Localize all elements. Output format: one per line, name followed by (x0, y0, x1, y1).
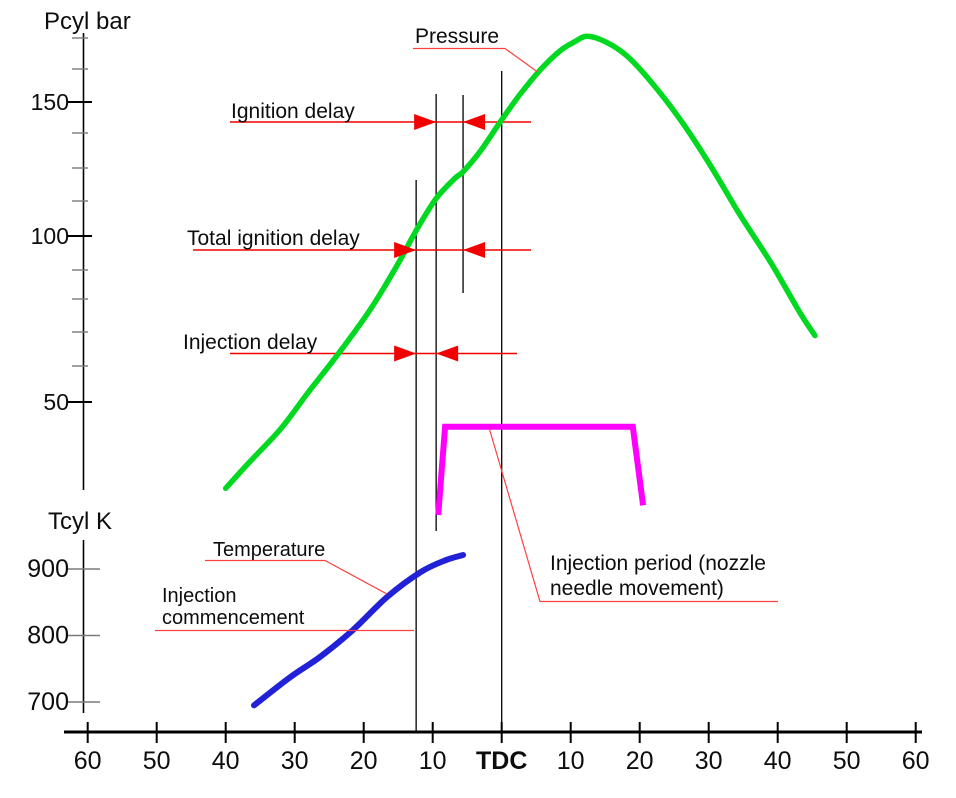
arrowhead-right-icon (394, 242, 417, 258)
x-tick-label: 10 (419, 747, 447, 775)
pressure-label: Pressure (415, 25, 499, 48)
x-tick-label: 30 (695, 747, 723, 775)
x-tick-label: 40 (764, 747, 792, 775)
x-tick-label: 50 (833, 747, 861, 775)
arrowhead-right-icon (414, 114, 437, 130)
pressure-curve (222, 33, 818, 492)
temperature-tick-label: 900 (27, 555, 69, 583)
injection-period-label-line1: Injection period (nozzle (550, 552, 766, 575)
pressure-leader-line (413, 47, 538, 72)
x-tick-label: 10 (557, 747, 585, 775)
ignition-delay-label: Ignition delay (231, 100, 355, 123)
temperature-axis-title: Tcyl K (48, 508, 112, 535)
x-tick-label: 60 (902, 747, 930, 775)
pressure-axis-title: Pcyl bar (44, 8, 131, 35)
injection-period-leader-line (488, 427, 778, 603)
temperature-tick-label: 800 (27, 622, 69, 650)
x-axis-ticks: 60 50 40 30 20 10 TDC 10 20 30 40 50 60 (74, 722, 930, 775)
injection-delay-label: Injection delay (183, 331, 318, 354)
temperature-label: Temperature (213, 539, 325, 561)
arrowhead-left-icon (436, 345, 459, 362)
total-ignition-delay-label: Total ignition delay (187, 227, 360, 250)
x-tick-label: 30 (281, 747, 309, 775)
temperature-leader-line (205, 559, 388, 595)
x-tick-label: 40 (212, 747, 240, 775)
temperature-curve (250, 552, 467, 709)
event-marker-lines (415, 71, 503, 732)
x-tick-label: 20 (626, 747, 654, 775)
injection-commencement-label-line2: commencement (162, 607, 305, 629)
arrowhead-left-icon (463, 114, 486, 130)
injection-period-label-line2: needle movement) (550, 577, 724, 600)
pressure-tick-label: 100 (31, 223, 69, 249)
arrowhead-right-icon (394, 345, 417, 362)
temperature-tick-label: 700 (27, 688, 69, 716)
injection-period-curve (435, 423, 647, 516)
data-curves (222, 33, 818, 709)
x-tick-label: 50 (143, 747, 171, 775)
pressure-tick-label: 150 (31, 89, 69, 115)
temperature-axis-ticks: 900 800 700 (27, 555, 100, 716)
arrowhead-left-icon (463, 242, 486, 258)
dimension-arrowheads (394, 114, 486, 362)
injection-commencement-label-line1: Injection (162, 585, 237, 607)
pressure-axis-ticks: 150 100 50 (31, 37, 92, 415)
x-tick-label: 60 (74, 747, 102, 775)
x-tick-label-tdc: TDC (476, 747, 527, 775)
x-tick-label: 20 (350, 747, 378, 775)
pressure-tick-label: 50 (43, 389, 69, 415)
